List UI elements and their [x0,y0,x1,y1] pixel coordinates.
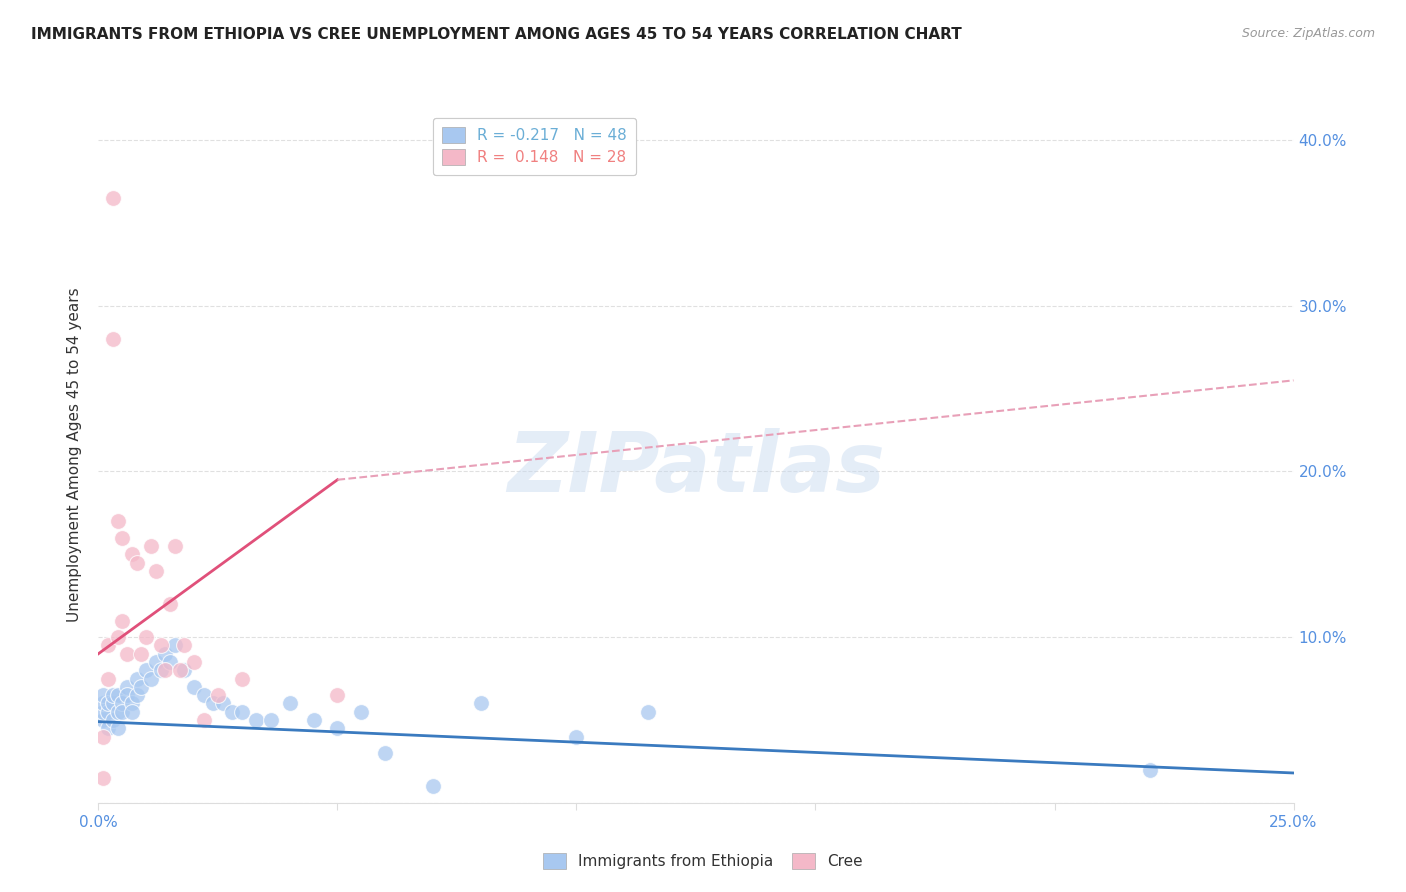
Point [121,705,143,719]
Point [259,713,281,727]
Point [202,697,225,711]
Point [101,332,124,346]
Point [131,680,153,694]
Text: ZIPatlas: ZIPatlas [508,428,884,509]
Point [470,697,492,711]
Point [193,713,215,727]
Point [145,564,167,578]
Point [131,647,153,661]
Point [135,630,157,644]
Point [183,680,205,694]
Point [149,663,172,677]
Y-axis label: Unemployment Among Ages 45 to 54 years: Unemployment Among Ages 45 to 54 years [67,287,83,623]
Point [107,721,129,735]
Point [107,630,129,644]
Point [155,647,177,661]
Point [111,697,134,711]
Point [169,663,191,677]
Point [111,531,134,545]
Point [101,697,124,711]
Point [97,705,120,719]
Point [107,705,129,719]
Point [115,680,138,694]
Point [173,639,195,653]
Point [350,705,373,719]
Point [121,697,143,711]
Point [221,705,243,719]
Point [173,663,195,677]
Point [211,697,233,711]
Point [125,672,148,686]
Point [91,771,114,785]
Point [97,697,120,711]
Point [193,688,215,702]
Point [91,705,114,719]
Point [159,655,181,669]
Point [207,688,229,702]
Legend: Immigrants from Ethiopia, Cree: Immigrants from Ethiopia, Cree [537,847,869,875]
Point [231,705,253,719]
Point [107,688,129,702]
Point [97,672,120,686]
Point [245,713,267,727]
Point [91,713,114,727]
Point [149,639,172,653]
Legend: R = -0.217   N = 48, R =  0.148   N = 28: R = -0.217 N = 48, R = 0.148 N = 28 [433,118,637,175]
Point [101,191,124,205]
Point [326,721,349,735]
Point [115,647,138,661]
Point [155,663,177,677]
Point [326,688,349,702]
Point [121,547,143,561]
Point [139,539,162,553]
Point [565,730,588,744]
Point [1139,763,1161,777]
Point [111,705,134,719]
Point [278,697,301,711]
Point [97,639,120,653]
Point [125,556,148,570]
Point [422,779,444,793]
Point [302,713,325,727]
Point [115,688,138,702]
Point [163,539,186,553]
Point [101,713,124,727]
Point [125,688,148,702]
Point [145,655,167,669]
Point [97,721,120,735]
Point [163,639,186,653]
Point [637,705,659,719]
Point [159,597,181,611]
Point [231,672,253,686]
Point [139,672,162,686]
Point [135,663,157,677]
Text: IMMIGRANTS FROM ETHIOPIA VS CREE UNEMPLOYMENT AMONG AGES 45 TO 54 YEARS CORRELAT: IMMIGRANTS FROM ETHIOPIA VS CREE UNEMPLO… [31,27,962,42]
Point [107,514,129,528]
Point [91,730,114,744]
Point [91,688,114,702]
Point [183,655,205,669]
Text: Source: ZipAtlas.com: Source: ZipAtlas.com [1241,27,1375,40]
Point [91,697,114,711]
Point [374,746,396,760]
Point [111,614,134,628]
Point [101,688,124,702]
